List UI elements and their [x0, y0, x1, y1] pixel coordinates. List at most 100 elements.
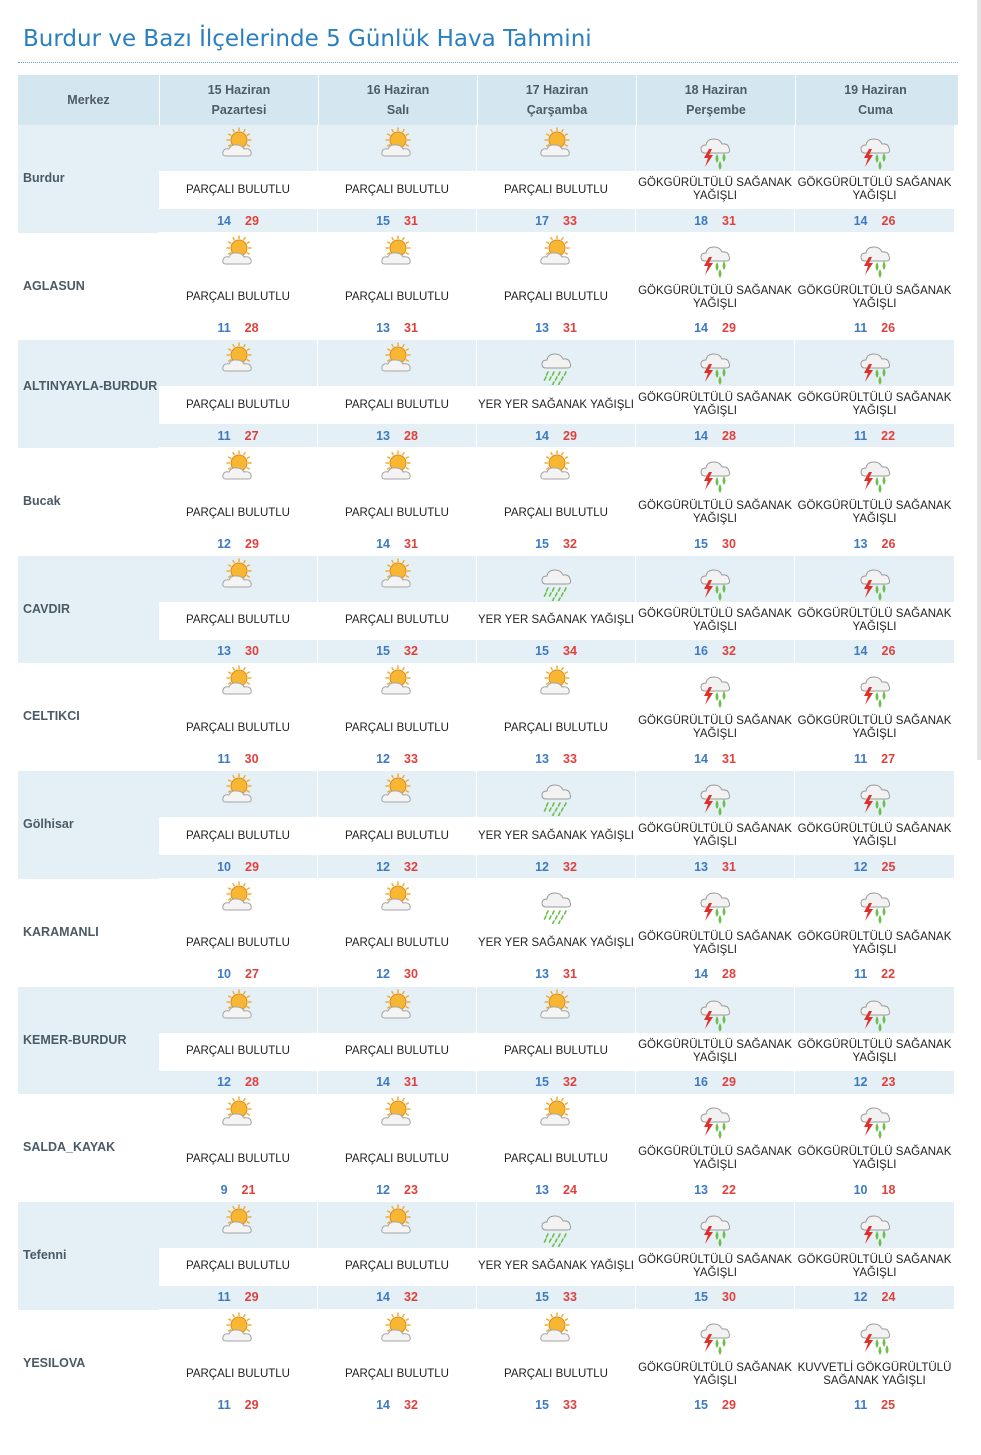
- forecast-icon-box: [795, 1310, 954, 1356]
- temperature-range: 15 33: [477, 1394, 635, 1417]
- temperature-range: 11 26: [795, 317, 954, 340]
- thunder-shower-icon: [857, 126, 893, 170]
- min-temp: 11: [853, 428, 868, 443]
- temperature-range: 12 23: [795, 1070, 954, 1094]
- forecast-icon-box: [159, 771, 317, 818]
- location-name[interactable]: ALTINYAYLA-BURDUR: [18, 340, 159, 449]
- location-name[interactable]: SALDA_KAYAK: [23, 1140, 116, 1155]
- location-name[interactable]: Bucak: [23, 494, 61, 509]
- min-temp: 13: [694, 859, 708, 874]
- page-title: Burdur ve Bazı İlçelerinde 5 Günlük Hava…: [23, 26, 592, 52]
- min-temp: 10: [853, 1182, 868, 1197]
- location-name[interactable]: CELTIKCI: [23, 709, 80, 724]
- forecast-cell: GÖKGÜRÜLTÜLÜ SAĞANAK YAĞIŞLI 10 18: [795, 1094, 954, 1202]
- location-name[interactable]: AGLASUN: [23, 278, 85, 293]
- temperature-range: 15 31: [318, 209, 476, 232]
- max-temp: 27: [881, 751, 896, 766]
- min-temp: 12: [217, 1075, 231, 1089]
- forecast-cell: YER YER SAĞANAK YAĞIŞLI 14 29: [477, 340, 636, 449]
- min-temp: 13: [535, 321, 549, 336]
- forecast-cell: GÖKGÜRÜLTÜLÜ SAĞANAK YAĞIŞLI 16 29: [636, 986, 795, 1095]
- max-temp: 32: [563, 1075, 577, 1089]
- weather-description: PARÇALI BULUTLU: [477, 1355, 635, 1394]
- weather-description: KUVVETLİ GÖKGÜRÜLTÜLÜ SAĞANAK YAĞIŞLI: [795, 1355, 954, 1394]
- max-temp: 28: [244, 321, 259, 336]
- forecast-cell: PARÇALI BULUTLU 11 30: [159, 663, 318, 772]
- temperature-range: 13 26: [795, 532, 954, 555]
- forecast-icon-box: [477, 1310, 635, 1356]
- thunder-shower-icon: [697, 234, 733, 278]
- forecast-icon-box: [159, 340, 317, 387]
- min-temp: 11: [853, 967, 868, 982]
- forecast-icon-box: [477, 986, 635, 1033]
- partly-cloudy-icon: [379, 341, 415, 385]
- weather-description: PARÇALI BULUTLU: [318, 601, 476, 640]
- weather-description: PARÇALI BULUTLU: [318, 1032, 476, 1071]
- forecast-cell: PARÇALI BULUTLU 12 29: [159, 448, 318, 556]
- location-name[interactable]: Tefenni: [18, 1201, 159, 1310]
- forecast-icon-box: [159, 1310, 317, 1356]
- thunder-shower-icon: [697, 1203, 733, 1247]
- forecast-icon-box: [159, 555, 317, 602]
- partly-cloudy-icon: [538, 234, 574, 278]
- forecast-cell: PARÇALI BULUTLU 11 29: [159, 1201, 318, 1310]
- strong-thunder-shower-icon: [857, 1311, 893, 1355]
- max-temp: 29: [245, 213, 259, 228]
- location-name[interactable]: Burdur: [18, 125, 159, 233]
- max-temp: 31: [722, 859, 736, 874]
- max-temp: 29: [722, 1398, 736, 1413]
- header-weekday: Perşembe: [686, 103, 746, 117]
- weather-description: GÖKGÜRÜLTÜLÜ SAĞANAK YAĞIŞLI: [636, 1140, 794, 1179]
- temperature-range: 13 31: [477, 317, 635, 340]
- min-temp: 13: [535, 751, 549, 766]
- min-temp: 14: [694, 321, 708, 336]
- forecast-cell: GÖKGÜRÜLTÜLÜ SAĞANAK YAĞIŞLI 15 30: [636, 448, 795, 556]
- forecast-cell: PARÇALI BULUTLU 11 27: [159, 340, 318, 449]
- temperature-range: 11 22: [795, 424, 954, 448]
- thunder-shower-icon: [697, 772, 733, 817]
- weather-description: GÖKGÜRÜLTÜLÜ SAĞANAK YAĞIŞLI: [636, 386, 794, 425]
- shower-icon: [538, 1203, 574, 1247]
- partly-cloudy-icon: [379, 664, 415, 708]
- min-temp: 15: [694, 536, 708, 551]
- weather-description: GÖKGÜRÜLTÜLÜ SAĞANAK YAĞIŞLI: [795, 386, 954, 425]
- max-temp: 31: [404, 213, 418, 228]
- page-scrollbar[interactable]: [977, 0, 981, 760]
- partly-cloudy-icon: [379, 126, 415, 170]
- min-temp: 15: [535, 644, 549, 659]
- partly-cloudy-icon: [220, 772, 256, 816]
- max-temp: 31: [722, 213, 736, 228]
- max-temp: 31: [404, 536, 418, 551]
- header-day-1: 15 Haziran Pazartesi: [160, 75, 319, 125]
- min-temp: 13: [853, 536, 868, 551]
- partly-cloudy-icon: [379, 449, 415, 493]
- location-name[interactable]: KARAMANLI: [23, 924, 99, 939]
- min-temp: 15: [535, 1075, 549, 1089]
- location-name[interactable]: YESILOVA: [23, 1355, 86, 1370]
- min-temp: 12: [535, 859, 549, 874]
- thunder-shower-icon: [697, 664, 733, 709]
- max-temp: 24: [563, 1182, 577, 1197]
- min-temp: 11: [853, 321, 868, 336]
- min-temp: 17: [535, 213, 549, 228]
- weather-description: PARÇALI BULUTLU: [318, 386, 476, 425]
- forecast-cell: PARÇALI BULUTLU 12 30: [318, 878, 477, 987]
- max-temp: 33: [563, 1290, 577, 1305]
- location-name[interactable]: KEMER-BURDUR: [18, 986, 159, 1095]
- temperature-range: 18 31: [636, 209, 794, 232]
- location-name[interactable]: CAVDIR: [18, 555, 159, 664]
- location-name[interactable]: Gölhisar: [18, 771, 159, 879]
- forecast-cell: PARÇALI BULUTLU 13 24: [477, 1094, 636, 1202]
- forecast-icon-box: [795, 663, 954, 709]
- min-temp: 15: [694, 1290, 708, 1305]
- forecast-cell: PARÇALI BULUTLU 12 28: [159, 986, 318, 1095]
- max-temp: 32: [563, 536, 577, 551]
- header-day-2: 16 Haziran Salı: [319, 75, 478, 125]
- header-weekday: Çarşamba: [526, 103, 588, 117]
- forecast-icon-box: [636, 879, 794, 925]
- min-temp: 11: [217, 428, 231, 443]
- weather-description: GÖKGÜRÜLTÜLÜ SAĞANAK YAĞIŞLI: [636, 709, 794, 748]
- forecast-cell: PARÇALI BULUTLU 13 31: [318, 232, 477, 341]
- forecast-cell: PARÇALI BULUTLU 12 32: [318, 771, 477, 879]
- forecast-icon-box: [795, 986, 954, 1033]
